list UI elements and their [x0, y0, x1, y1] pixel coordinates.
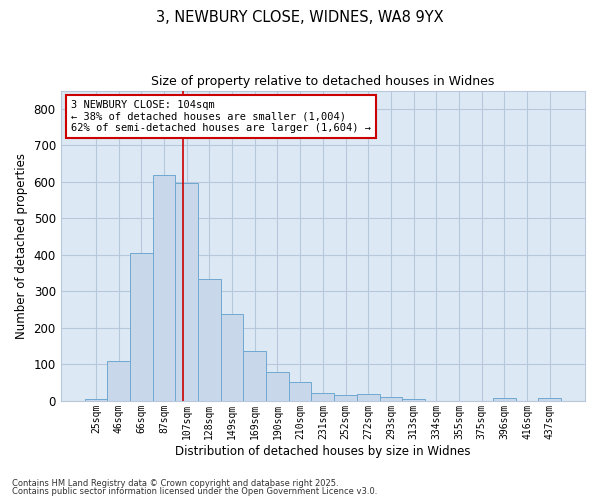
Text: 3, NEWBURY CLOSE, WIDNES, WA8 9YX: 3, NEWBURY CLOSE, WIDNES, WA8 9YX [156, 10, 444, 25]
Bar [244, 351, 266, 401]
Bar [175, 182, 198, 401]
Bar [402, 400, 425, 401]
Y-axis label: Number of detached properties: Number of detached properties [15, 152, 28, 338]
Bar [334, 396, 357, 401]
Bar [85, 399, 107, 401]
Bar [311, 393, 334, 401]
Text: Contains HM Land Registry data © Crown copyright and database right 2025.: Contains HM Land Registry data © Crown c… [12, 478, 338, 488]
Title: Size of property relative to detached houses in Widnes: Size of property relative to detached ho… [151, 75, 494, 88]
Bar [107, 361, 130, 401]
X-axis label: Distribution of detached houses by size in Widnes: Distribution of detached houses by size … [175, 444, 470, 458]
Bar [493, 398, 516, 401]
Bar [152, 174, 175, 401]
Bar [289, 382, 311, 401]
Bar [357, 394, 380, 401]
Bar [538, 398, 561, 401]
Bar [130, 253, 152, 401]
Bar [266, 372, 289, 401]
Bar [221, 314, 244, 401]
Text: Contains public sector information licensed under the Open Government Licence v3: Contains public sector information licen… [12, 487, 377, 496]
Bar [198, 278, 221, 401]
Bar [380, 398, 402, 401]
Text: 3 NEWBURY CLOSE: 104sqm
← 38% of detached houses are smaller (1,004)
62% of semi: 3 NEWBURY CLOSE: 104sqm ← 38% of detache… [71, 100, 371, 133]
